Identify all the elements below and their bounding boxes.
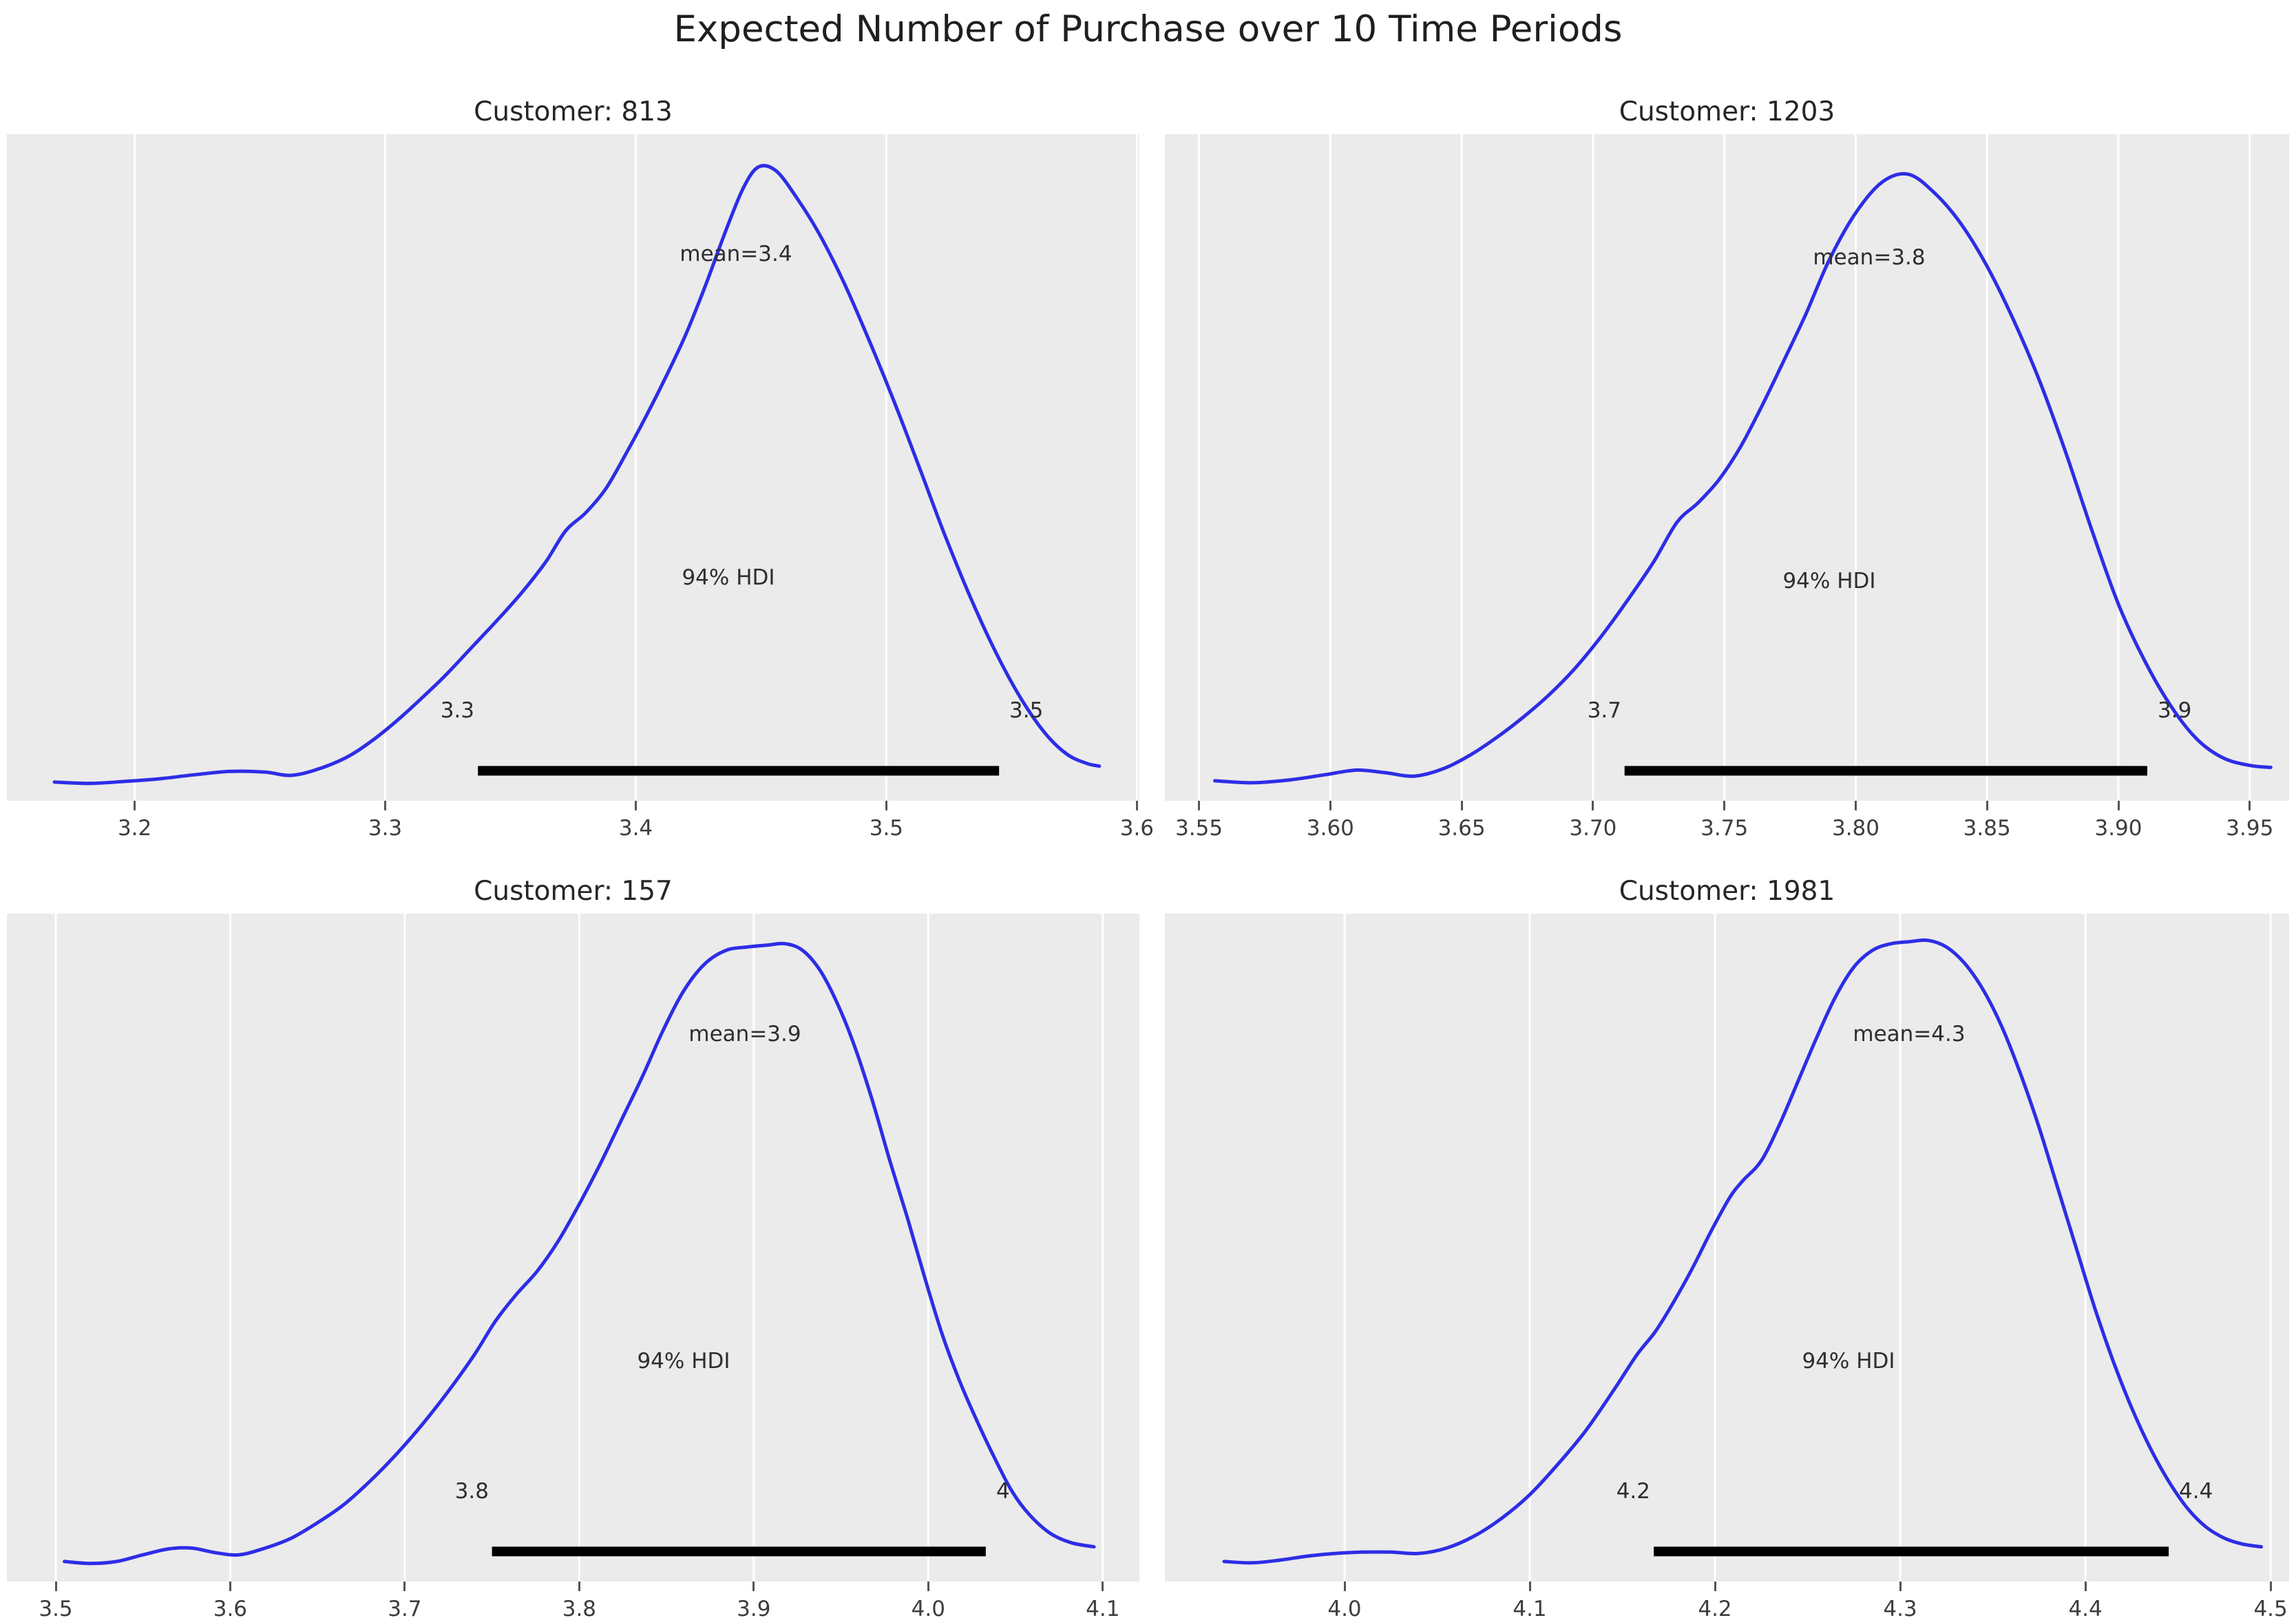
x-tick-label: 3.7 bbox=[388, 1597, 422, 1618]
subplot-title: Customer: 1203 bbox=[1619, 96, 1835, 127]
mean-annotation: mean=4.3 bbox=[1853, 1022, 1966, 1047]
x-axis: 3.55 3.60 3.65 3.70 3.75 3.80 3.85 3.90 3.95 bbox=[1165, 801, 2289, 859]
hdi-lower-label: 4.2 bbox=[1616, 1479, 1650, 1504]
x-tick-mark bbox=[1986, 801, 1988, 810]
hdi-upper-label: 3.5 bbox=[1009, 698, 1044, 723]
x-tick-mark bbox=[1102, 1582, 1104, 1591]
subplot-customer-1203: Customer: 1203 mean=3.8 94% HDI 3.7 3.9 … bbox=[1165, 90, 2289, 859]
x-tick-label: 3.5 bbox=[869, 816, 904, 841]
x-tick-mark bbox=[134, 801, 136, 810]
x-tick-label: 3.60 bbox=[1306, 816, 1354, 841]
x-tick-label: 4.0 bbox=[911, 1597, 945, 1618]
plot-area: mean=3.4 94% HDI 3.3 3.5 bbox=[7, 134, 1139, 801]
subplot-customer-1981: Customer: 1981 mean=4.3 94% HDI 4.2 4.4 … bbox=[1165, 869, 2289, 1618]
x-tick-label: 3.4 bbox=[618, 816, 653, 841]
x-tick-label: 3.8 bbox=[562, 1597, 597, 1618]
x-tick-label: 3.90 bbox=[2094, 816, 2142, 841]
x-tick-mark bbox=[635, 801, 637, 810]
subplot-title: Customer: 1981 bbox=[1619, 876, 1835, 907]
x-tick-mark bbox=[927, 1582, 929, 1591]
hdi-lower-label: 3.8 bbox=[454, 1479, 489, 1504]
x-tick-mark bbox=[1714, 1582, 1716, 1591]
x-axis: 4.0 4.1 4.2 4.3 4.4 4.5 bbox=[1165, 1582, 2289, 1618]
x-tick-label: 3.65 bbox=[1437, 816, 1486, 841]
x-tick-mark bbox=[752, 1582, 755, 1591]
x-tick-mark bbox=[2248, 801, 2251, 810]
subplot-title: Customer: 813 bbox=[474, 96, 673, 127]
plot-area: mean=3.8 94% HDI 3.7 3.9 bbox=[1165, 134, 2289, 801]
x-tick-mark bbox=[229, 1582, 231, 1591]
x-tick-mark bbox=[2269, 1582, 2272, 1591]
x-tick-label: 3.95 bbox=[2226, 816, 2274, 841]
x-tick-mark bbox=[1723, 801, 1726, 810]
x-tick-mark bbox=[1592, 801, 1594, 810]
hdi-lower-label: 3.7 bbox=[1587, 698, 1621, 723]
figure-title: Expected Number of Purchase over 10 Time… bbox=[673, 8, 1623, 50]
x-tick-label: 3.2 bbox=[117, 816, 152, 841]
x-tick-mark bbox=[54, 1582, 57, 1591]
x-tick-mark bbox=[1855, 801, 1857, 810]
mean-annotation: mean=3.8 bbox=[1813, 245, 1926, 270]
x-tick-label: 3.3 bbox=[368, 816, 403, 841]
x-tick-label: 3.80 bbox=[1831, 816, 1880, 841]
x-tick-mark bbox=[384, 801, 386, 810]
hdi-annotation: 94% HDI bbox=[637, 1349, 730, 1374]
x-tick-label: 3.5 bbox=[39, 1597, 73, 1618]
hdi-upper-label: 4.4 bbox=[2179, 1479, 2213, 1504]
x-tick-mark bbox=[2084, 1582, 2087, 1591]
x-tick-mark bbox=[885, 801, 887, 810]
mean-annotation: mean=3.4 bbox=[680, 242, 792, 266]
hdi-annotation: 94% HDI bbox=[1802, 1349, 1895, 1374]
subplot-customer-157: Customer: 157 mean=3.9 94% HDI 3.8 4 3.5… bbox=[7, 869, 1139, 1618]
x-tick-mark bbox=[578, 1582, 580, 1591]
hdi-lower-label: 3.3 bbox=[440, 698, 474, 723]
x-tick-mark bbox=[1329, 801, 1331, 810]
x-tick-label: 3.55 bbox=[1175, 816, 1223, 841]
x-tick-label: 3.6 bbox=[213, 1597, 248, 1618]
x-tick-mark bbox=[1343, 1582, 1346, 1591]
x-axis: 3.5 3.6 3.7 3.8 3.9 4.0 4.1 bbox=[7, 1582, 1139, 1618]
x-tick-label: 3.9 bbox=[737, 1597, 771, 1618]
x-tick-mark bbox=[1528, 1582, 1531, 1591]
hdi-annotation: 94% HDI bbox=[1782, 569, 1876, 593]
x-tick-label: 4.2 bbox=[1698, 1597, 1732, 1618]
plot-area: mean=3.9 94% HDI 3.8 4 bbox=[7, 914, 1139, 1582]
mean-annotation: mean=3.9 bbox=[688, 1022, 801, 1047]
subplot-customer-813: Customer: 813 mean=3.4 94% HDI 3.3 3.5 3… bbox=[7, 90, 1154, 859]
hdi-annotation: 94% HDI bbox=[682, 565, 775, 590]
x-tick-mark bbox=[1899, 1582, 1902, 1591]
x-tick-mark bbox=[1135, 801, 1138, 810]
x-tick-mark bbox=[2117, 801, 2120, 810]
x-tick-mark bbox=[403, 1582, 406, 1591]
hdi-upper-label: 4 bbox=[996, 1479, 1010, 1504]
x-tick-label: 3.6 bbox=[1119, 816, 1155, 841]
hdi-upper-label: 3.9 bbox=[2158, 698, 2192, 723]
x-tick-label: 4.4 bbox=[2068, 1597, 2103, 1618]
x-tick-label: 4.1 bbox=[1086, 1597, 1120, 1618]
x-tick-label: 3.75 bbox=[1700, 816, 1749, 841]
x-tick-label: 4.5 bbox=[2253, 1597, 2288, 1618]
subplot-title: Customer: 157 bbox=[474, 876, 673, 907]
x-tick-label: 3.70 bbox=[1569, 816, 1617, 841]
x-tick-label: 4.3 bbox=[1883, 1597, 1917, 1618]
x-tick-label: 3.85 bbox=[1963, 816, 2011, 841]
x-tick-mark bbox=[1460, 801, 1463, 810]
x-axis: 3.2 3.3 3.4 3.5 3.6 bbox=[7, 801, 1154, 859]
x-tick-mark bbox=[1198, 801, 1201, 810]
x-tick-label: 4.1 bbox=[1513, 1597, 1547, 1618]
plot-area: mean=4.3 94% HDI 4.2 4.4 bbox=[1165, 914, 2289, 1582]
x-tick-label: 4.0 bbox=[1327, 1597, 1362, 1618]
